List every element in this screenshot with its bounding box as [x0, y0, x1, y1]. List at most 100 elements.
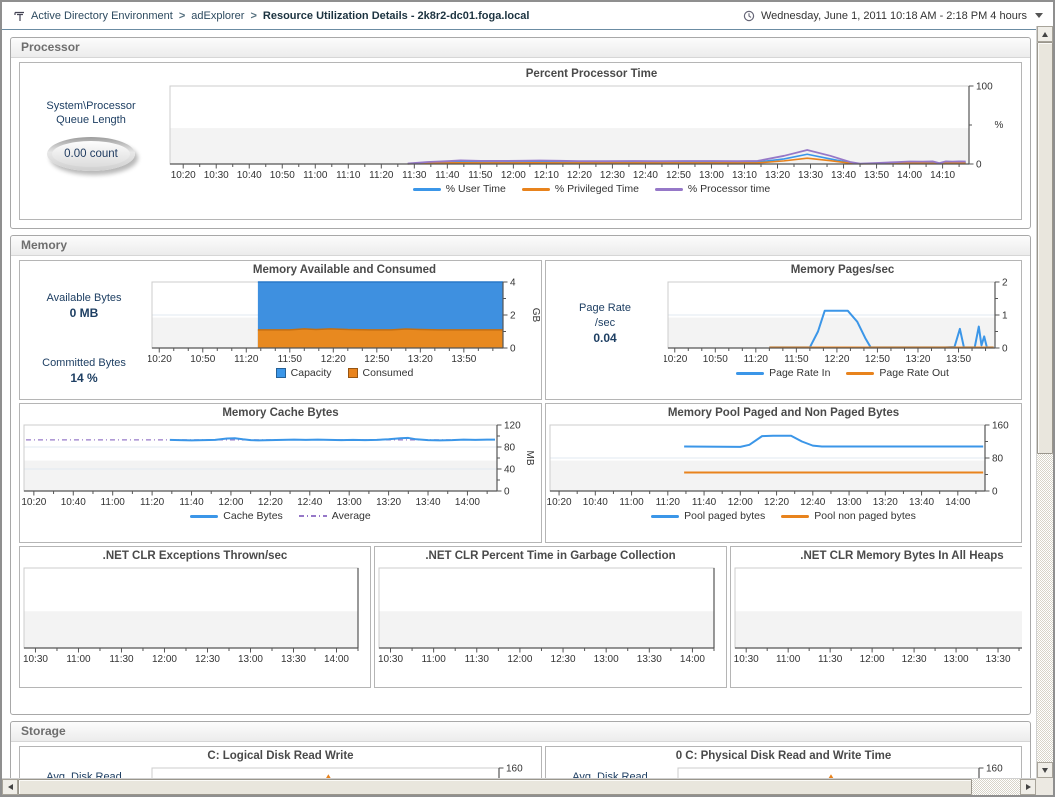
legend-swatch [736, 371, 765, 375]
svg-text:12:30: 12:30 [902, 654, 927, 665]
legend-swatch [190, 514, 219, 518]
svg-text:12:40: 12:40 [800, 497, 825, 508]
legend-memory-cache: Cache Bytes Average [20, 508, 541, 524]
chart-title-physical-disk: 0 C: Physical Disk Read and Write Time [675, 750, 892, 762]
svg-text:13:40: 13:40 [416, 497, 441, 508]
memory-available-labels: Available Bytes 0 MB Committed Bytes 14 … [20, 261, 148, 399]
chart-title-memory-pages: Memory Pages/sec [790, 264, 895, 276]
chart-title-memory-cache: Memory Cache Bytes [222, 407, 339, 419]
legend-item: Page Rate Out [846, 367, 949, 379]
legend-label: Consumed [362, 367, 414, 379]
svg-text:11:30: 11:30 [109, 654, 134, 665]
gauge-label: System\Processor Queue Length [46, 100, 136, 126]
svg-text:0: 0 [510, 344, 516, 355]
processor-queue-gauge-block: System\Processor Queue Length 0.00 count [20, 63, 162, 219]
legend-item: Capacity [275, 367, 332, 379]
timerange-clock-icon [743, 10, 755, 22]
svg-text:12:30: 12:30 [551, 654, 576, 665]
chart-percent-processor-time: 10:20 10:30 10:40 10:50 11:00 11:10 11:20 11:30… [166, 81, 1017, 181]
svg-text:11:00: 11:00 [619, 497, 644, 508]
svg-text:10:30: 10:30 [23, 654, 48, 665]
svg-text:12:40: 12:40 [633, 170, 658, 181]
svg-text:13:20: 13:20 [873, 497, 898, 508]
svg-text:2: 2 [1002, 278, 1008, 289]
svg-text:13:40: 13:40 [831, 170, 856, 181]
vertical-scroll-thumb[interactable] [1037, 42, 1053, 454]
processor-queue-gauge[interactable]: 0.00 count [47, 137, 135, 171]
scroll-down-button[interactable] [1037, 762, 1053, 778]
breadcrumb-separator: > [250, 9, 257, 22]
section-memory: Memory Available Bytes 0 MB Committed By… [10, 235, 1031, 715]
svg-text:MB: MB [524, 451, 535, 466]
svg-text:14:00: 14:00 [455, 497, 480, 508]
svg-text:11:20: 11:20 [369, 170, 394, 181]
svg-text:11:50: 11:50 [784, 354, 809, 365]
svg-text:12:00: 12:00 [507, 654, 532, 665]
panel-logical-disk: C: Logical Disk Read Write Avg. Disk Rea… [19, 746, 542, 778]
legend-label: % User Time [445, 183, 506, 195]
legend-label: Page Rate Out [879, 367, 949, 379]
chart-net-clr-gc: 10:30 11:00 11:30 12:00 12:30 13:00 13:30 14:00 [375, 563, 726, 665]
svg-text:12:00: 12:00 [728, 497, 753, 508]
horizontal-scroll-thumb[interactable] [18, 779, 972, 795]
svg-text:13:00: 13:00 [944, 654, 969, 665]
svg-text:11:00: 11:00 [101, 497, 126, 508]
legend-label: Capacity [290, 367, 332, 379]
svg-text:13:50: 13:50 [451, 354, 476, 365]
svg-text:12:30: 12:30 [600, 170, 625, 181]
legend-item: % Privileged Time [521, 183, 639, 195]
legend-item: Page Rate In [736, 367, 830, 379]
scroll-left-button[interactable] [2, 779, 18, 795]
panel-memory-cache: Memory Cache Bytes 10:20 10:40 11:00 11:20 1… [19, 403, 542, 543]
panel-net-clr-heaps: .NET CLR Memory Bytes In All Heaps 10:30… [730, 546, 1022, 688]
svg-text:14:00: 14:00 [897, 170, 922, 181]
chart-title-percent-processor-time: Percent Processor Time [525, 68, 658, 80]
svg-text:10:30: 10:30 [204, 170, 229, 181]
scroll-up-button[interactable] [1037, 26, 1053, 42]
svg-text:13:30: 13:30 [798, 170, 823, 181]
legend-swatch [347, 368, 358, 378]
svg-text:1: 1 [1002, 311, 1008, 322]
svg-text:120: 120 [504, 421, 521, 432]
legend-item: % User Time [412, 183, 506, 195]
chart-title-logical-disk: C: Logical Disk Read Write [207, 750, 354, 762]
chart-memory-pool: 10:20 10:40 11:00 11:20 11:40 12:00 12:20 12:40… [546, 420, 1021, 509]
svg-text:10:20: 10:20 [171, 170, 196, 181]
svg-text:12:10: 12:10 [534, 170, 559, 181]
legend-label: Pool paged bytes [684, 510, 766, 522]
section-header-processor: Processor [11, 38, 1030, 58]
avg-disk-read-label: Avg. Disk Read [46, 771, 122, 778]
svg-text:11:40: 11:40 [179, 497, 204, 508]
svg-text:11:40: 11:40 [692, 497, 717, 508]
timerange-selector[interactable]: Wednesday, June 1, 2011 10:18 AM - 2:18 … [743, 10, 1043, 22]
svg-text:10:30: 10:30 [378, 654, 403, 665]
vertical-scrollbar[interactable] [1036, 26, 1053, 778]
svg-text:11:30: 11:30 [402, 170, 427, 181]
svg-text:12:00: 12:00 [501, 170, 526, 181]
available-bytes-value: 0 MB [69, 306, 99, 320]
panel-percent-processor-time: System\Processor Queue Length 0.00 count… [19, 62, 1022, 220]
svg-text:12:50: 12:50 [364, 354, 389, 365]
svg-text:11:00: 11:00 [776, 654, 801, 665]
svg-text:13:20: 13:20 [765, 170, 790, 181]
scroll-right-button[interactable] [1020, 779, 1036, 795]
legend-percent-processor-time: % User Time % Privileged Time % Processor … [166, 181, 1017, 197]
svg-text:10:20: 10:20 [148, 354, 172, 365]
chart-memory-available: 10:20 10:50 11:20 11:50 12:20 12:50 13:20 13:50… [147, 277, 541, 366]
horizontal-scrollbar[interactable] [2, 778, 1036, 795]
breadcrumb: Active Directory Environment > adExplore… [14, 10, 529, 22]
svg-text:12:00: 12:00 [218, 497, 243, 508]
breadcrumb-item-environment[interactable]: Active Directory Environment [31, 9, 173, 22]
legend-item: Cache Bytes [190, 510, 283, 522]
legend-swatch [846, 371, 875, 375]
svg-text:13:30: 13:30 [281, 654, 306, 665]
gauge-value: 0.00 count [52, 141, 130, 167]
legend-swatch [412, 187, 441, 191]
legend-label: Page Rate In [769, 367, 831, 379]
svg-text:80: 80 [504, 443, 516, 454]
svg-text:10:40: 10:40 [237, 170, 262, 181]
svg-text:100: 100 [976, 82, 993, 93]
breadcrumb-item-adexplorer[interactable]: adExplorer [191, 9, 245, 22]
svg-text:10:50: 10:50 [190, 354, 215, 365]
